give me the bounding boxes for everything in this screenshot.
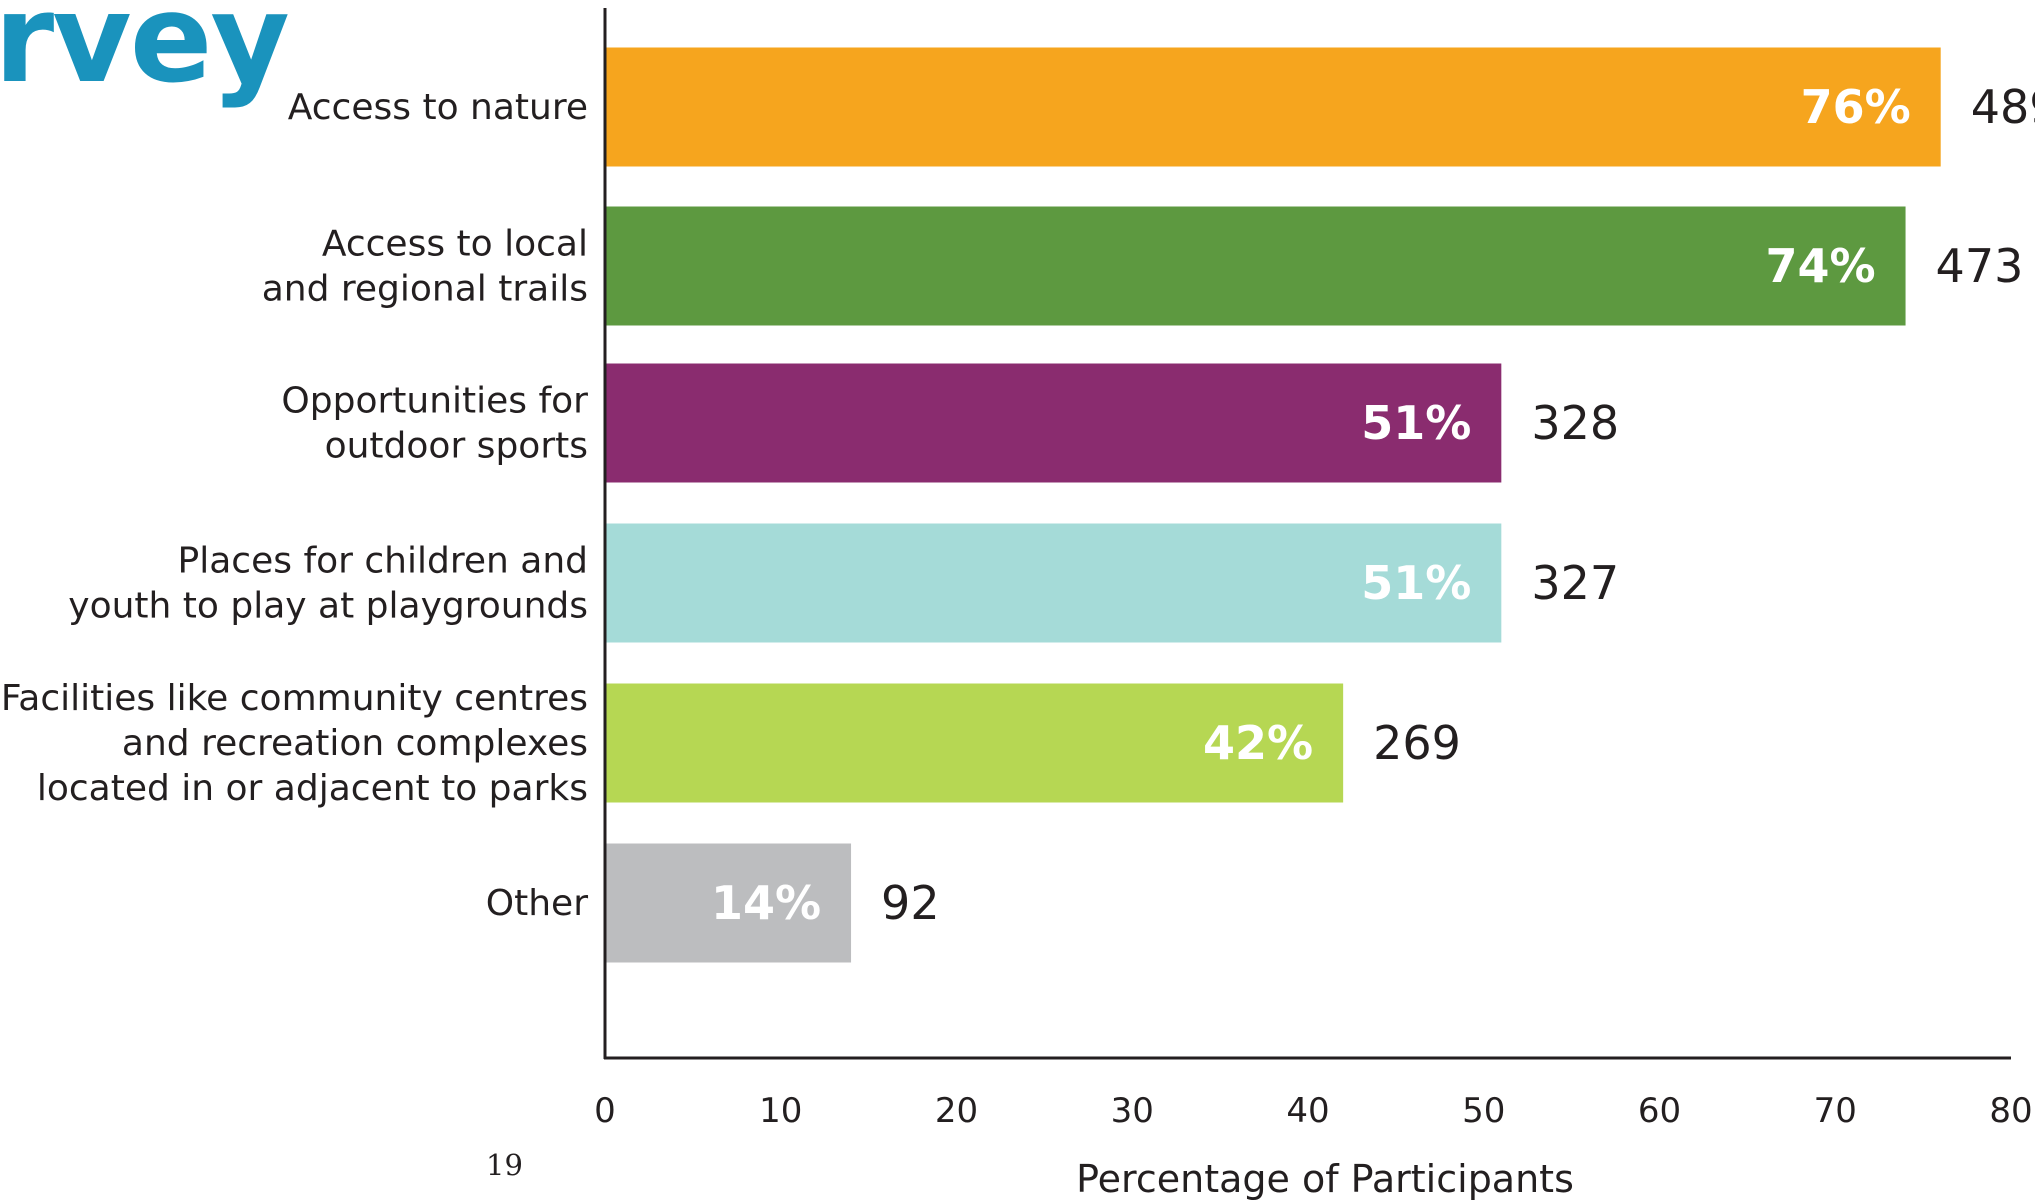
category-label-4: Places for children and youth to play at … — [68, 541, 588, 627]
bar-1 — [605, 47, 1941, 167]
count-label-2: 473 — [1936, 239, 2024, 293]
category-label-2: Access to local and regional trails — [262, 224, 588, 310]
bar-5 — [605, 683, 1344, 803]
category-label-3: Opportunities for outdoor sports — [281, 381, 588, 467]
page-number: 19 — [486, 1148, 523, 1182]
count-labels: 489 473 328 327 269 92 — [881, 80, 2035, 930]
x-tick-label-50: 50 — [1462, 1091, 1505, 1131]
count-label-6: 92 — [881, 876, 940, 930]
bars — [605, 47, 1941, 963]
count-label-4: 327 — [1531, 556, 1619, 610]
x-tick-label-10: 10 — [759, 1091, 802, 1131]
percent-label-2: 74% — [1765, 239, 1875, 293]
x-axis-title: Percentage of Participants — [1076, 1157, 1574, 1201]
percent-label-3: 51% — [1361, 396, 1471, 450]
x-tick-label-40: 40 — [1286, 1091, 1329, 1131]
count-label-1: 489 — [1971, 80, 2035, 134]
percent-label-4: 51% — [1361, 556, 1471, 610]
x-tick-label-60: 60 — [1638, 1091, 1681, 1131]
x-tick-label-80: 80 — [1989, 1091, 2032, 1131]
x-tick-labels: 0 10 20 30 40 50 60 70 80 — [594, 1091, 2032, 1131]
bar-3 — [605, 363, 1502, 483]
count-label-5: 269 — [1373, 716, 1461, 770]
category-label-5: Facilities like community centres and rec… — [1, 678, 588, 809]
x-tick-label-30: 30 — [1111, 1091, 1154, 1131]
count-label-3: 328 — [1531, 396, 1619, 450]
percent-label-1: 76% — [1801, 80, 1911, 134]
x-tick-label-0: 0 — [594, 1091, 616, 1131]
x-tick-label-20: 20 — [935, 1091, 978, 1131]
percent-label-5: 42% — [1203, 716, 1313, 770]
category-labels: Access to nature Access to local and regio… — [1, 87, 588, 924]
bar-2 — [605, 206, 1906, 326]
bar-4 — [605, 523, 1502, 643]
category-label-1: Access to nature — [288, 87, 588, 128]
percent-label-6: 14% — [711, 876, 821, 930]
category-label-6: Other — [486, 883, 588, 924]
x-tick-label-70: 70 — [1814, 1091, 1857, 1131]
percent-labels: 76% 74% 51% 51% 42% 14% — [711, 80, 1911, 930]
bar-6 — [605, 843, 852, 963]
page-title-fragment: rvey — [0, 0, 290, 110]
